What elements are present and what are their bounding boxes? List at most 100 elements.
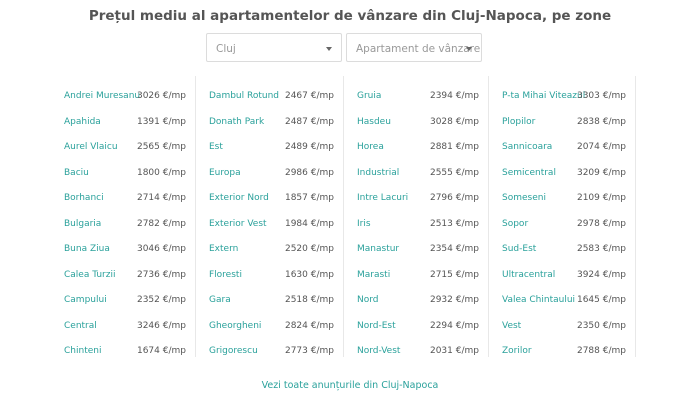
zone-link[interactable]: Nord-Est: [357, 320, 396, 331]
zone-price: 2782 €/mp: [136, 218, 186, 229]
zone-row: Industrial 2555 €/mp: [345, 166, 488, 180]
zone-link[interactable]: Marasti: [357, 269, 391, 280]
zone-row: Iris 2513 €/mp: [345, 217, 488, 231]
zone-price: 1674 €/mp: [136, 346, 186, 356]
zone-price: 3026 €/mp: [136, 91, 186, 101]
zone-price: 3924 €/mp: [576, 269, 626, 280]
zone-link[interactable]: Extern: [209, 244, 239, 254]
zone-link[interactable]: Manastur: [357, 244, 400, 254]
zone-row: Sannicoara 2074 €/mp: [490, 140, 635, 154]
zone-column: Gruia 2394 €/mp Hasdeu 3028 €/mp Horea 2881 €…: [345, 76, 489, 357]
zone-row: Horea 2881 €/mp: [345, 140, 488, 154]
zone-link[interactable]: Ultracentral: [502, 269, 556, 280]
zone-row: Bulgaria 2782 €/mp: [52, 217, 195, 231]
zone-link[interactable]: Apahida: [64, 116, 101, 127]
zone-link[interactable]: Donath Park: [209, 116, 265, 127]
view-all-listings-link[interactable]: Vezi toate anunțurile din Cluj-Napoca: [261, 380, 439, 391]
zone-row: Ultracentral 3924 €/mp: [490, 268, 635, 282]
zone-row: Sud-Est 2583 €/mp: [490, 242, 635, 256]
zone-price: 2467 €/mp: [284, 91, 334, 101]
zone-link[interactable]: Nord-Vest: [357, 346, 401, 356]
property-type-select[interactable]: Apartament de vânzare: [346, 33, 482, 62]
chevron-down-icon: [326, 47, 332, 51]
zone-price: 2489 €/mp: [284, 142, 334, 152]
zone-link[interactable]: Industrial: [357, 167, 400, 178]
zone-row: Someseni 2109 €/mp: [490, 191, 635, 205]
zone-link[interactable]: Nord: [357, 295, 379, 305]
zone-row: Valea Chintaului 1645 €/mp: [490, 293, 635, 307]
zone-link[interactable]: Andrei Muresanu: [64, 91, 141, 101]
zone-row: P-ta Mihai Viteazul 3303 €/mp: [490, 89, 635, 103]
zone-link[interactable]: Semicentral: [502, 167, 556, 178]
zone-link[interactable]: Gruia: [357, 91, 382, 101]
zone-price: 3209 €/mp: [576, 167, 626, 178]
zone-row: Chinteni 1674 €/mp: [52, 344, 195, 358]
zone-row: Semicentral 3209 €/mp: [490, 166, 635, 180]
zone-link[interactable]: Plopilor: [502, 116, 536, 127]
zone-link[interactable]: Someseni: [502, 193, 546, 203]
zone-link[interactable]: Floresti: [209, 269, 242, 280]
zone-row: Exterior Nord 1857 €/mp: [197, 191, 343, 205]
zone-row: Grigorescu 2773 €/mp: [197, 344, 343, 358]
property-type-select-value: Apartament de vânzare: [356, 43, 481, 55]
zone-price: 2986 €/mp: [284, 167, 334, 178]
zone-price: 2796 €/mp: [429, 193, 479, 203]
zone-link[interactable]: Est: [209, 142, 223, 152]
zone-price: 2109 €/mp: [576, 193, 626, 203]
zone-price: 2773 €/mp: [284, 346, 334, 356]
zone-link[interactable]: Gara: [209, 295, 231, 305]
zone-link[interactable]: Aurel Vlaicu: [64, 142, 118, 152]
zone-price: 2736 €/mp: [136, 269, 186, 280]
zone-link[interactable]: Bulgaria: [64, 218, 102, 229]
zone-price: 1800 €/mp: [136, 167, 186, 178]
zone-link[interactable]: Horea: [357, 142, 384, 152]
zone-price: 2074 €/mp: [576, 142, 626, 152]
zone-price: 2487 €/mp: [284, 116, 334, 127]
zone-link[interactable]: Sannicoara: [502, 142, 553, 152]
zone-link[interactable]: Baciu: [64, 167, 89, 178]
zone-row: Vest 2350 €/mp: [490, 319, 635, 333]
zone-link[interactable]: Campului: [64, 295, 107, 305]
zone-row: Floresti 1630 €/mp: [197, 268, 343, 282]
city-select[interactable]: Cluj: [206, 33, 342, 62]
zone-link[interactable]: Valea Chintaului: [502, 295, 576, 305]
zone-link[interactable]: Intre Lacuri: [357, 193, 409, 203]
zone-link[interactable]: Exterior Vest: [209, 218, 267, 229]
zone-link[interactable]: Central: [64, 320, 97, 331]
zone-row: Manastur 2354 €/mp: [345, 242, 488, 256]
zone-link[interactable]: Sud-Est: [502, 244, 537, 254]
zone-link[interactable]: P-ta Mihai Viteazul: [502, 91, 586, 101]
zone-price: 1391 €/mp: [136, 116, 186, 127]
zone-row: Dambul Rotund 2467 €/mp: [197, 89, 343, 103]
zone-row: Exterior Vest 1984 €/mp: [197, 217, 343, 231]
zone-link[interactable]: Sopor: [502, 218, 529, 229]
zone-row: Extern 2520 €/mp: [197, 242, 343, 256]
zone-row: Campului 2352 €/mp: [52, 293, 195, 307]
zone-row: Buna Ziua 3046 €/mp: [52, 242, 195, 256]
zone-link[interactable]: Dambul Rotund: [209, 91, 279, 101]
zone-link[interactable]: Calea Turzii: [64, 269, 116, 280]
zone-link[interactable]: Exterior Nord: [209, 193, 269, 203]
zone-link[interactable]: Borhanci: [64, 193, 104, 203]
zone-link[interactable]: Hasdeu: [357, 116, 391, 127]
zone-price: 3246 €/mp: [136, 320, 186, 331]
zone-price: 2031 €/mp: [429, 346, 479, 356]
zone-row: Donath Park 2487 €/mp: [197, 115, 343, 129]
zone-row: Baciu 1800 €/mp: [52, 166, 195, 180]
zone-row: Intre Lacuri 2796 €/mp: [345, 191, 488, 205]
zone-link[interactable]: Vest: [502, 320, 522, 331]
zone-row: Hasdeu 3028 €/mp: [345, 115, 488, 129]
zone-link[interactable]: Europa: [209, 167, 241, 178]
zone-link[interactable]: Grigorescu: [209, 346, 258, 356]
zone-price: 2715 €/mp: [429, 269, 479, 280]
chevron-down-icon: [466, 47, 472, 51]
zone-link[interactable]: Zorilor: [502, 346, 532, 356]
zone-price: 2518 €/mp: [284, 295, 334, 305]
zone-link[interactable]: Buna Ziua: [64, 244, 110, 254]
zone-link[interactable]: Chinteni: [64, 346, 102, 356]
zone-price: 2583 €/mp: [576, 244, 626, 254]
zone-link[interactable]: Iris: [357, 218, 371, 229]
zone-price: 2978 €/mp: [576, 218, 626, 229]
zone-price: 1857 €/mp: [284, 193, 334, 203]
zone-link[interactable]: Gheorgheni: [209, 320, 262, 331]
